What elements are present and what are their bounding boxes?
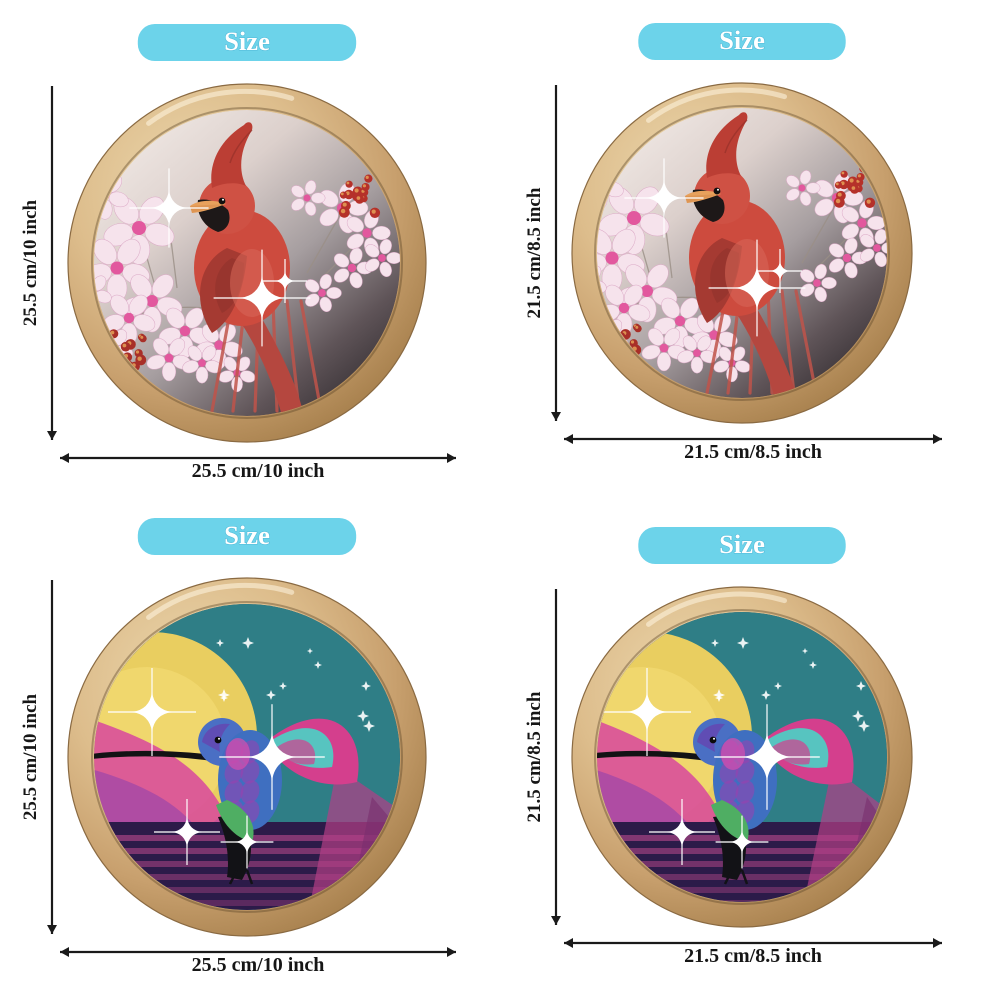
svg-text:25.5 cm/10 inch: 25.5 cm/10 inch	[20, 694, 41, 821]
svg-text:21.5 cm/8.5 inch: 21.5 cm/8.5 inch	[684, 945, 822, 967]
svg-text:Size: Size	[719, 529, 765, 559]
svg-text:21.5 cm/8.5 inch: 21.5 cm/8.5 inch	[684, 441, 822, 463]
svg-text:21.5 cm/8.5 inch: 21.5 cm/8.5 inch	[524, 187, 545, 318]
svg-text:25.5 cm/10 inch: 25.5 cm/10 inch	[20, 200, 41, 327]
svg-text:25.5 cm/10 inch: 25.5 cm/10 inch	[192, 954, 325, 976]
svg-text:Size: Size	[224, 520, 270, 550]
svg-text:Size: Size	[224, 26, 270, 56]
svg-text:21.5 cm/8.5 inch: 21.5 cm/8.5 inch	[524, 691, 545, 822]
svg-text:Size: Size	[719, 25, 765, 55]
svg-text:25.5 cm/10 inch: 25.5 cm/10 inch	[192, 460, 325, 482]
